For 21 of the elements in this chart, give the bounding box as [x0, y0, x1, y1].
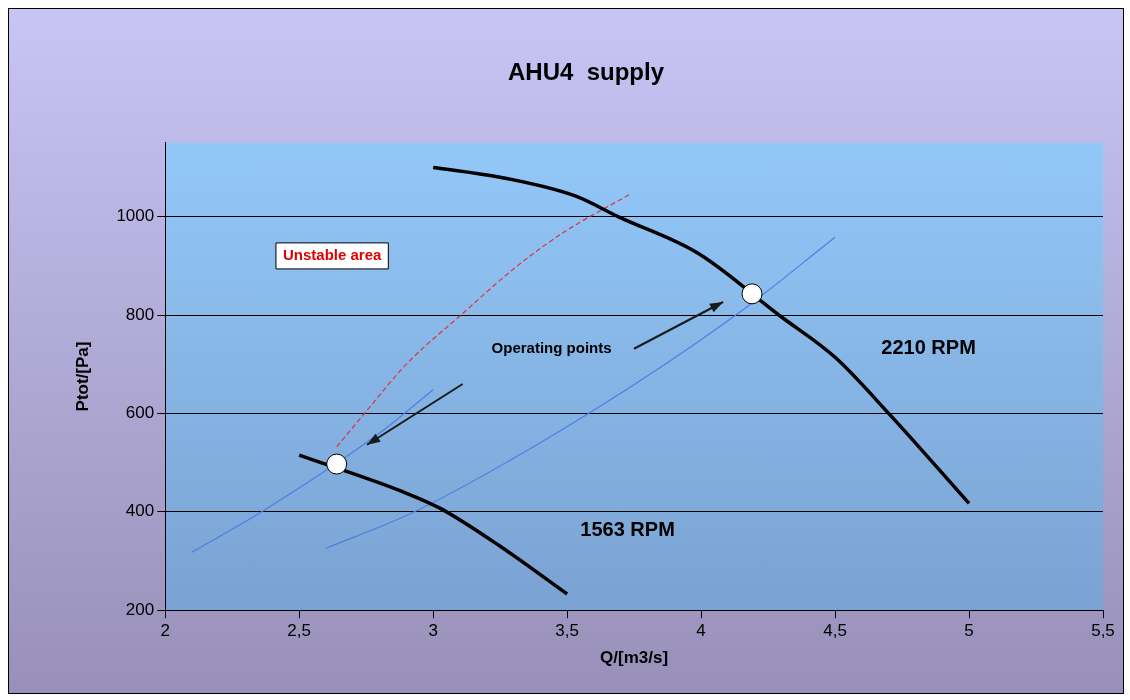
annotation: Operating points	[491, 339, 612, 357]
x-axis-title: Q/[m3/s]	[600, 648, 669, 668]
x-tick-label: 2,5	[287, 621, 312, 641]
annotation: 2210 RPM	[881, 336, 976, 359]
x-tick-label: 3,5	[555, 621, 579, 641]
x-tick-label: 4,5	[823, 621, 847, 641]
x-tick-label: 3	[428, 621, 438, 641]
y-tick-label: 600	[125, 403, 155, 423]
y-tick-label: 800	[125, 304, 155, 324]
y-tick-label: 200	[125, 599, 155, 619]
y-tick-label: 1000	[116, 206, 155, 226]
annotation: Unstable area	[282, 246, 382, 264]
chart-title: AHU4 supply	[507, 58, 665, 86]
y-tick-label: 400	[125, 501, 155, 521]
x-tick-label: 5,5	[1091, 621, 1115, 641]
y-axis-title: Ptot/[Pa]	[72, 341, 92, 412]
x-tick-label: 2	[160, 621, 170, 641]
x-tick-label: 4	[696, 621, 706, 641]
line-series	[191, 389, 434, 553]
annotation: 1563 RPM	[580, 518, 675, 541]
x-tick-label: 5	[964, 621, 974, 641]
